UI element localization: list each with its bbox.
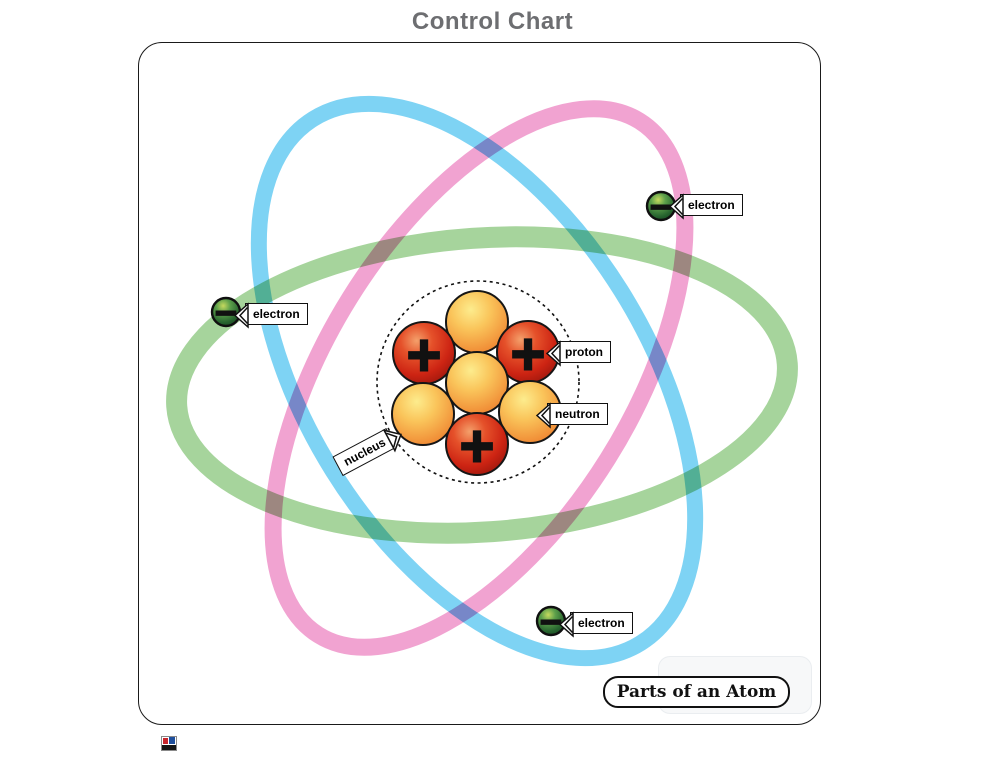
label-text: proton	[565, 345, 603, 359]
label-text: electron	[578, 616, 625, 630]
caption-text: Parts of an Atom	[616, 682, 777, 702]
tag-pointer-icon	[545, 339, 561, 367]
label-text: electron	[688, 198, 735, 212]
label-electron-bottom: electron	[558, 610, 633, 638]
label-electron-left: electron	[233, 301, 308, 329]
label-text: neutron	[555, 407, 600, 421]
label-neutron: neutron	[535, 401, 608, 429]
caption-badge: Parts of an Atom	[603, 676, 790, 708]
tag-pointer-icon	[668, 192, 684, 220]
publisher-logo-icon	[161, 736, 177, 751]
tag-pointer-icon	[535, 401, 551, 429]
page-title: Control Chart	[411, 8, 574, 35]
diagram-board	[138, 42, 821, 725]
tag-pointer-icon	[558, 610, 574, 638]
label-electron-top-right: electron	[668, 192, 743, 220]
label-text: electron	[253, 307, 300, 321]
label-proton: proton	[545, 339, 611, 367]
tag-pointer-icon	[233, 301, 249, 329]
